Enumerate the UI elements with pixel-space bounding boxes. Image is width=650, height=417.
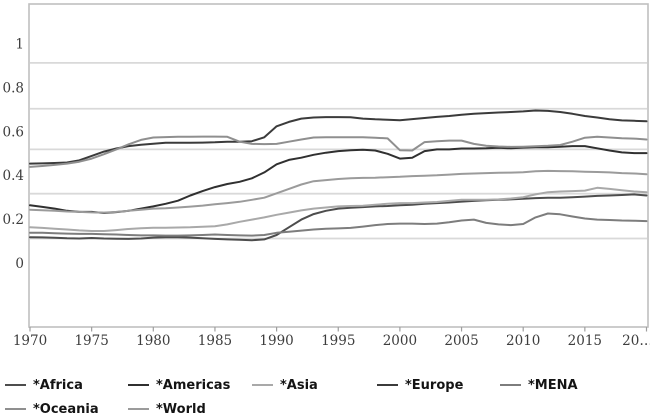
x-axis-tick-label: 20… [622, 333, 650, 349]
x-axis-tick-label: 2010 [506, 333, 540, 349]
y-axis-tick-label: 0.6 [3, 124, 24, 140]
y-axis-tick-label: 0.2 [3, 212, 24, 228]
y-axis-tick-label: 0 [15, 256, 24, 272]
x-axis-tick-label: 2015 [568, 333, 602, 349]
x-axis-tick-label: 1970 [13, 333, 47, 349]
y-axis-tick-label: 0.8 [3, 80, 24, 96]
x-axis-tick-label: 2005 [444, 333, 478, 349]
x-axis-tick-label: 1980 [136, 333, 170, 349]
plot-frame [28, 3, 649, 328]
series-line-mena [29, 212, 648, 237]
series-line-world [29, 169, 648, 214]
x-axis-tick-label: 2000 [383, 333, 417, 349]
series-line-asia [29, 186, 648, 232]
x-axis-tick-label: 1995 [321, 333, 355, 349]
series-line-oceania [29, 135, 648, 168]
series-line-europe [29, 109, 648, 165]
x-axis-tick-label: 1985 [198, 333, 232, 349]
x-axis-tick-label: 1990 [259, 333, 293, 349]
x-axis-tick-label: 1975 [74, 333, 108, 349]
series-line-africa [29, 193, 648, 242]
y-axis-tick-label: 0.4 [3, 168, 24, 184]
y-axis-tick-label: 1 [15, 37, 24, 53]
